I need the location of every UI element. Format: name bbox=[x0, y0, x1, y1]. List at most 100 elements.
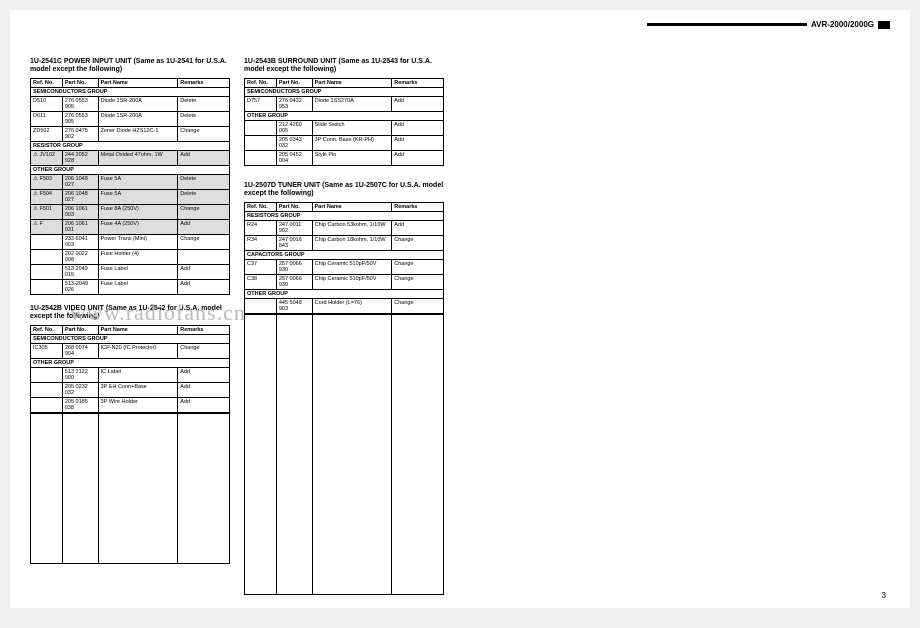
cell-ref: D510 bbox=[31, 96, 63, 111]
cell-ref: C38 bbox=[245, 274, 277, 289]
table-row: C37257 0066 930Chip Ceramic 510pF/50VCha… bbox=[245, 259, 444, 274]
cell-remarks: Change bbox=[392, 298, 444, 313]
cell-part: 276 0553 905 bbox=[62, 111, 98, 126]
cell-name: Chip Ceramic 510pF/50V bbox=[312, 259, 392, 274]
cell-name: Zener Diode HZS12C-1 bbox=[98, 126, 178, 141]
cell-name: Power Trans (Mini) bbox=[98, 234, 178, 249]
col-name: Part Name bbox=[312, 78, 392, 87]
cell-name: 3P Conn. Base (KR-PH) bbox=[312, 135, 392, 150]
unit-title-2542b: 1U-2542B VIDEO UNIT (Same as 1U-2542 for… bbox=[30, 305, 230, 322]
table-2543b: Ref. No. Part No. Part Name Remarks SEMI… bbox=[244, 78, 444, 166]
cell-remarks: Delete bbox=[178, 96, 230, 111]
cell-ref: IC305 bbox=[31, 343, 63, 358]
cell-part: 205 0232 032 bbox=[62, 382, 98, 397]
cell-part: 257 0066 930 bbox=[276, 274, 312, 289]
cell-ref: R24 bbox=[245, 220, 277, 235]
table-row: ⚠ F504206 1048 027Fuse 5ADelete bbox=[31, 189, 230, 204]
table-row: ⚠ F206 1061 031Fuse 4A (250V)Add bbox=[31, 219, 230, 234]
col-part: Part No. bbox=[276, 202, 312, 211]
cell-part: 268 0074 904 bbox=[62, 343, 98, 358]
cell-name: Diode 1SS270A bbox=[312, 96, 392, 111]
cell-remarks: Add bbox=[392, 120, 444, 135]
cell-name: Chip Carbon 53kohm, 1/10W bbox=[312, 220, 392, 235]
group-header: SEMICONDUCTORS GROUP bbox=[31, 87, 230, 96]
cell-part: 513 2122 000 bbox=[62, 367, 98, 382]
group-header: OTHER GROUP bbox=[31, 358, 230, 367]
table-row: ⚠ F501206 1061 003Fuse 8A (250V)Change bbox=[31, 204, 230, 219]
table-row: R34247 0016 843Chip Carbon 18kohm, 1/10W… bbox=[245, 235, 444, 250]
cell-part: 257 0066 930 bbox=[276, 259, 312, 274]
right-column: 1U-2543B SURROUND UNIT (Same as 1U-2543 … bbox=[244, 54, 444, 595]
cell-name: ICP-N20 (IC Protector) bbox=[98, 343, 178, 358]
cell-part: 205 0343 032 bbox=[276, 135, 312, 150]
table-row: 205 0185 0383P Wire HolderAdd bbox=[31, 397, 230, 412]
group-header: SEMICONDUCTORS GROUP bbox=[245, 87, 444, 96]
table-row: 205 0343 0323P Conn. Base (KR-PH)Add bbox=[245, 135, 444, 150]
table-row: R24247 0011 902Chip Carbon 53kohm, 1/10W… bbox=[245, 220, 444, 235]
table-row: 513 2122 000IC LabelAdd bbox=[31, 367, 230, 382]
cell-part: 206 1048 027 bbox=[62, 189, 98, 204]
cell-ref bbox=[245, 150, 277, 165]
tbody-2541c: SEMICONDUCTORS GROUPD510276 0553 905Diod… bbox=[31, 87, 230, 294]
tbody-2543b: SEMICONDUCTORS GROUPD757276 0432 953Diod… bbox=[245, 87, 444, 165]
cell-remarks: Add bbox=[178, 367, 230, 382]
table-row: D510276 0553 905Diode 1SR-200ADelete bbox=[31, 96, 230, 111]
cell-ref: D611 bbox=[31, 111, 63, 126]
col-remarks: Remarks bbox=[392, 202, 444, 211]
col-name: Part Name bbox=[98, 325, 178, 334]
cell-ref bbox=[31, 382, 63, 397]
cell-remarks: Change bbox=[178, 234, 230, 249]
col-ref: Ref. No. bbox=[31, 325, 63, 334]
cell-ref: D757 bbox=[245, 96, 277, 111]
table-row: ZD502276 0475 902Zener Diode HZS12C-1Cha… bbox=[31, 126, 230, 141]
unit-title-2507d: 1U-2507D TUNER UNIT (Same as 1U-2507C fo… bbox=[244, 182, 444, 199]
table-row: 202 0022 008Fuse Holder (4) bbox=[31, 249, 230, 264]
cell-ref bbox=[245, 298, 277, 313]
col-name: Part Name bbox=[312, 202, 392, 211]
group-header: SEMICONDUCTORS GROUP bbox=[31, 334, 230, 343]
cell-name: Fuse Holder (4) bbox=[98, 249, 178, 264]
cell-ref: C37 bbox=[245, 259, 277, 274]
cell-part: 212 4260 005 bbox=[276, 120, 312, 135]
cell-part: 205 0452 004 bbox=[276, 150, 312, 165]
table-row: 513 2049 015Fuse LabelAdd bbox=[31, 264, 230, 279]
cell-remarks: Add bbox=[392, 135, 444, 150]
cell-part: 445 5048 903 bbox=[276, 298, 312, 313]
cell-part: 244 2052 928 bbox=[62, 150, 98, 165]
table-2507d-pad bbox=[244, 314, 444, 595]
cell-part: 513-2049 026 bbox=[62, 279, 98, 294]
table-row: 205 0452 004Style PinAdd bbox=[245, 150, 444, 165]
col-ref: Ref. No. bbox=[245, 202, 277, 211]
cell-remarks: Add bbox=[178, 219, 230, 234]
content-columns: 1U-2541C POWER INPUT UNIT (Same as 1U-25… bbox=[30, 54, 890, 595]
cell-name: Cord Holder (L=76) bbox=[312, 298, 392, 313]
cell-remarks: Delete bbox=[178, 174, 230, 189]
col-part: Part No. bbox=[62, 325, 98, 334]
cell-remarks: Change bbox=[178, 343, 230, 358]
cell-name: Diode 1SR-200A bbox=[98, 96, 178, 111]
col-part: Part No. bbox=[276, 78, 312, 87]
table-row: 445 5048 903Cord Holder (L=76)Change bbox=[245, 298, 444, 313]
cell-part: 276 0432 953 bbox=[276, 96, 312, 111]
cell-name: 3P EH Conn+Base bbox=[98, 382, 178, 397]
cell-ref bbox=[31, 279, 63, 294]
cell-remarks: Change bbox=[178, 126, 230, 141]
header-block bbox=[878, 21, 890, 29]
table-row: 205 0232 0323P EH Conn+BaseAdd bbox=[31, 382, 230, 397]
cell-part: 247 0016 843 bbox=[276, 235, 312, 250]
table-row: 233 6041 003Power Trans (Mini)Change bbox=[31, 234, 230, 249]
tbody-2507d: RESISTORS GROUPR24247 0011 902Chip Carbo… bbox=[245, 211, 444, 313]
cell-ref bbox=[31, 397, 63, 412]
cell-ref: ⚠ F bbox=[31, 219, 63, 234]
cell-remarks: Change bbox=[392, 274, 444, 289]
cell-part: 276 0475 902 bbox=[62, 126, 98, 141]
left-column: 1U-2541C POWER INPUT UNIT (Same as 1U-25… bbox=[30, 54, 230, 595]
header-bar: AVR-2000/2000G bbox=[647, 20, 890, 29]
page: AVR-2000/2000G www.radiofans.cn 1U-2541C… bbox=[10, 10, 910, 608]
cell-part: 206 1061 003 bbox=[62, 204, 98, 219]
cell-name: Fuse Label bbox=[98, 279, 178, 294]
table-row: 513-2049 026Fuse LabelAdd bbox=[31, 279, 230, 294]
table-row: ⚠ JV102244 2052 928Metal Oxided 47ohm, 1… bbox=[31, 150, 230, 165]
cell-part: 233 6041 003 bbox=[62, 234, 98, 249]
header-rule bbox=[647, 23, 807, 26]
